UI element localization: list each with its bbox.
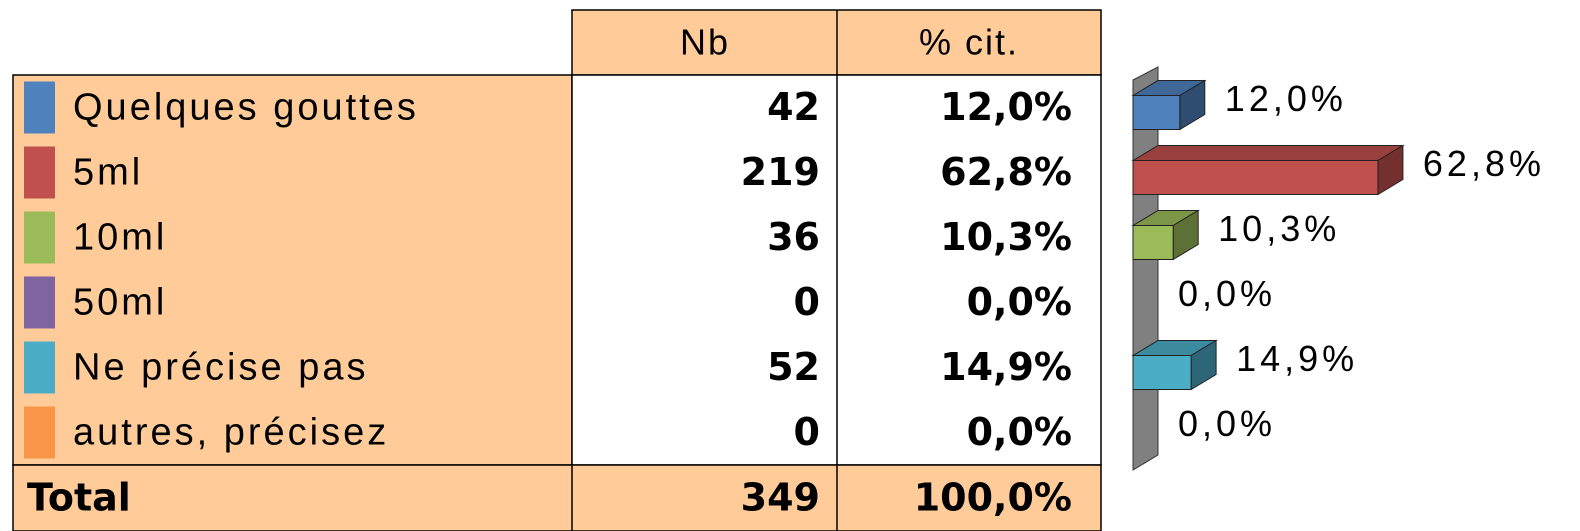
bar [1131, 79, 1207, 131]
row-percent: 12,0% [940, 85, 1072, 129]
bar-front [1132, 355, 1192, 390]
value-label: 14,9% [1236, 338, 1358, 379]
row-label: 50ml [73, 282, 167, 324]
value-label: 62,8% [1423, 143, 1545, 184]
row-count: 52 [767, 345, 820, 389]
row-percent: 10,3% [940, 215, 1072, 259]
bar [1131, 144, 1405, 196]
row-percent: 0,0% [967, 280, 1072, 324]
bar-front [1132, 160, 1379, 195]
row-count: 219 [741, 150, 820, 194]
total-count: 349 [741, 476, 820, 520]
row-label: 10ml [73, 217, 167, 259]
legend-swatch [24, 81, 55, 134]
header-pct: % cit. [919, 22, 1019, 63]
legend-swatch [24, 341, 55, 394]
row-label: Ne précise pas [73, 347, 368, 389]
total-percent: 100,0% [914, 476, 1072, 520]
bar-front [1132, 225, 1174, 260]
value-label: 0,0% [1178, 273, 1276, 314]
bar-top [1131, 145, 1405, 161]
row-count: 36 [767, 215, 820, 259]
label-column-bg [12, 74, 573, 466]
row-percent: 14,9% [940, 345, 1072, 389]
row-count: 42 [767, 85, 820, 129]
value-label: 10,3% [1218, 208, 1340, 249]
total-bg [12, 464, 1102, 531]
bar-front [1132, 95, 1181, 130]
row-count: 0 [794, 280, 820, 324]
header-nb: Nb [680, 22, 730, 63]
row-label: autres, précisez [73, 412, 389, 454]
legend-swatch [24, 211, 55, 264]
value-label: 12,0% [1225, 78, 1347, 119]
row-label: 5ml [73, 152, 143, 194]
total-label: Total [27, 476, 131, 520]
bar [1131, 339, 1218, 391]
row-percent: 0,0% [967, 410, 1072, 454]
value-label: 0,0% [1178, 403, 1276, 444]
legend-swatch [24, 276, 55, 329]
row-count: 0 [794, 410, 820, 454]
row-label: Quelques gouttes [73, 87, 419, 129]
legend-swatch [24, 406, 55, 459]
row-percent: 62,8% [940, 150, 1072, 194]
legend-swatch [24, 146, 55, 199]
bar [1131, 209, 1200, 261]
